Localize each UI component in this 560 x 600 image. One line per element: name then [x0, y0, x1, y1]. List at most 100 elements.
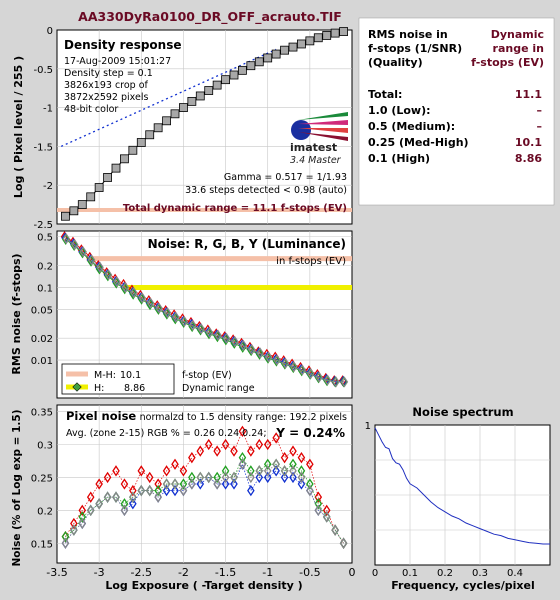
pixel-noise-x-tick-label-4: -1.5 — [215, 566, 236, 579]
noise-y-tick-label-2: 0.1 — [37, 283, 53, 294]
pn-point — [314, 504, 323, 517]
pixel-noise-avg: Avg. (zone 2-15) RGB % = 0.26 0.24 0.24; — [66, 428, 267, 439]
noise-bands — [86, 256, 352, 290]
pn-point — [188, 451, 196, 464]
pixel-noise-x-tick-label-6: -0.5 — [299, 566, 320, 579]
pn-point — [263, 438, 272, 451]
spectrum-x-label: Frequency, cycles/pixel — [391, 579, 535, 592]
noise-point — [273, 354, 281, 366]
rms-table: RMS noise in f-stops (1/SNR) (Quality) D… — [358, 17, 555, 206]
noise-point — [189, 319, 197, 332]
pn-point — [280, 465, 289, 477]
density-y-tick-label-2: -1 — [43, 104, 53, 115]
pn-point — [280, 471, 289, 484]
noise-marks — [60, 231, 349, 388]
pn-point — [86, 504, 95, 517]
noise-point — [172, 311, 180, 323]
noise-series-line-2 — [65, 239, 344, 383]
density-step-marker — [238, 65, 247, 75]
density-step-marker — [322, 31, 332, 40]
pn-point — [297, 478, 306, 490]
density-info-1: Density step = 0.1 — [64, 68, 153, 79]
pn-point — [145, 484, 154, 497]
noise-point — [238, 339, 246, 351]
pixel-noise-x-tick-label-2: -2.5 — [131, 566, 152, 579]
noise-point — [197, 323, 205, 335]
noise-point — [113, 276, 121, 288]
pn-point — [306, 458, 314, 470]
rms-row-value-0: 11.1 — [515, 88, 542, 101]
pn-point — [120, 498, 129, 510]
pixel-noise-x-tick-label-7: 0 — [349, 566, 356, 579]
pn-point — [78, 511, 87, 523]
noise-subtitle: in f-stops (EV) — [276, 256, 346, 267]
pixel-noise-x-tick-label-5: -1 — [262, 566, 273, 579]
pn-point — [263, 465, 272, 477]
pn-point — [272, 458, 280, 470]
noise-point — [231, 335, 239, 348]
pn-point — [86, 491, 95, 503]
pn-point — [306, 484, 314, 497]
legend-right-1: Dynamic range — [182, 383, 255, 394]
pixel-noise-title: Pixel noise — [66, 409, 136, 423]
pn-point — [306, 478, 314, 490]
pn-point — [162, 484, 171, 497]
rms-row-label-0: Total: — [368, 88, 402, 101]
pixel-noise-panel: 0.35 0.3 0.25 0.2 0.15 -3.5 -3 -2.5 -2 -1.5 -1 -0.… — [11, 404, 356, 592]
density-step-marker — [330, 28, 340, 38]
pn-point — [322, 511, 331, 523]
density-info-4: 48-bit color — [64, 104, 118, 115]
rms-row-label-4: 0.1 (High) — [368, 152, 430, 165]
pn-point — [112, 465, 120, 477]
pn-point — [297, 451, 306, 464]
density-panel: 0 -0.5 -1 -1.5 -2 -2.5 Density response 17-Au… — [12, 26, 353, 231]
rms-header-right-2: f-stops (EV) — [471, 56, 544, 69]
rms-header-left-1: f-stops (1/SNR) — [368, 42, 462, 55]
pn-point — [120, 478, 129, 490]
pn-point — [78, 504, 87, 517]
pn-point — [95, 498, 103, 510]
density-step-marker — [94, 183, 104, 192]
noise-point — [214, 329, 222, 341]
pn-point — [78, 517, 87, 530]
pn-point — [221, 438, 230, 451]
pn-point — [238, 425, 247, 438]
pixel-noise-norm: normalzd to 1.5 density range: 192.2 pix… — [140, 412, 347, 423]
pn-point — [196, 445, 205, 457]
rms-table-bg — [358, 17, 555, 206]
logo-ray-magenta — [298, 120, 348, 125]
density-step-marker — [86, 192, 96, 202]
noise-legend: M-H: 10.1 H: 8.86 f-stop (EV) Dynamic ra… — [61, 363, 255, 395]
rms-row-label-1: 1.0 (Low): — [368, 104, 431, 117]
legend-mh-value: 10.1 — [120, 370, 141, 381]
pixel-noise-y-tick-label-3: 0.2 — [37, 506, 53, 517]
imatest-logo: imatest 3.4 Master — [290, 112, 348, 166]
pn-point — [255, 465, 264, 477]
rms-row-value-3: 10.1 — [515, 136, 542, 149]
density-step-marker — [179, 103, 188, 112]
pn-point — [204, 471, 213, 484]
legend-mh-key: M-H: — [94, 370, 116, 381]
pn-point — [154, 491, 162, 503]
density-info-0: 17-Aug-2009 15:01:27 — [64, 56, 171, 67]
noise-point — [307, 368, 315, 380]
noise-y-label: RMS noise (f-stops) — [10, 253, 23, 374]
steps-text: 33.6 steps detected < 0.98 (auto) — [185, 185, 347, 196]
noise-point — [332, 376, 340, 388]
spectrum-y-tick-label-0: 1 — [365, 421, 371, 432]
pixel-noise-y-tick-label-2: 0.25 — [31, 473, 53, 484]
version-text: 3.4 Master — [290, 155, 342, 166]
rms-row-value-2: – — [537, 120, 543, 133]
spectrum-title: Noise spectrum — [412, 405, 513, 419]
pn-point — [272, 465, 280, 477]
pn-point — [331, 524, 339, 536]
pn-point — [213, 445, 221, 457]
density-step-marker — [212, 80, 222, 90]
pn-point — [188, 478, 196, 490]
spectrum-x-tick-label-2: 0.2 — [437, 568, 453, 579]
density-info-3: 3872x2592 pixels — [64, 92, 148, 103]
pn-point — [289, 445, 297, 457]
spectrum-x-tick-label-0: 0 — [372, 568, 378, 579]
pn-point — [145, 471, 154, 484]
density-step-marker — [153, 123, 163, 133]
